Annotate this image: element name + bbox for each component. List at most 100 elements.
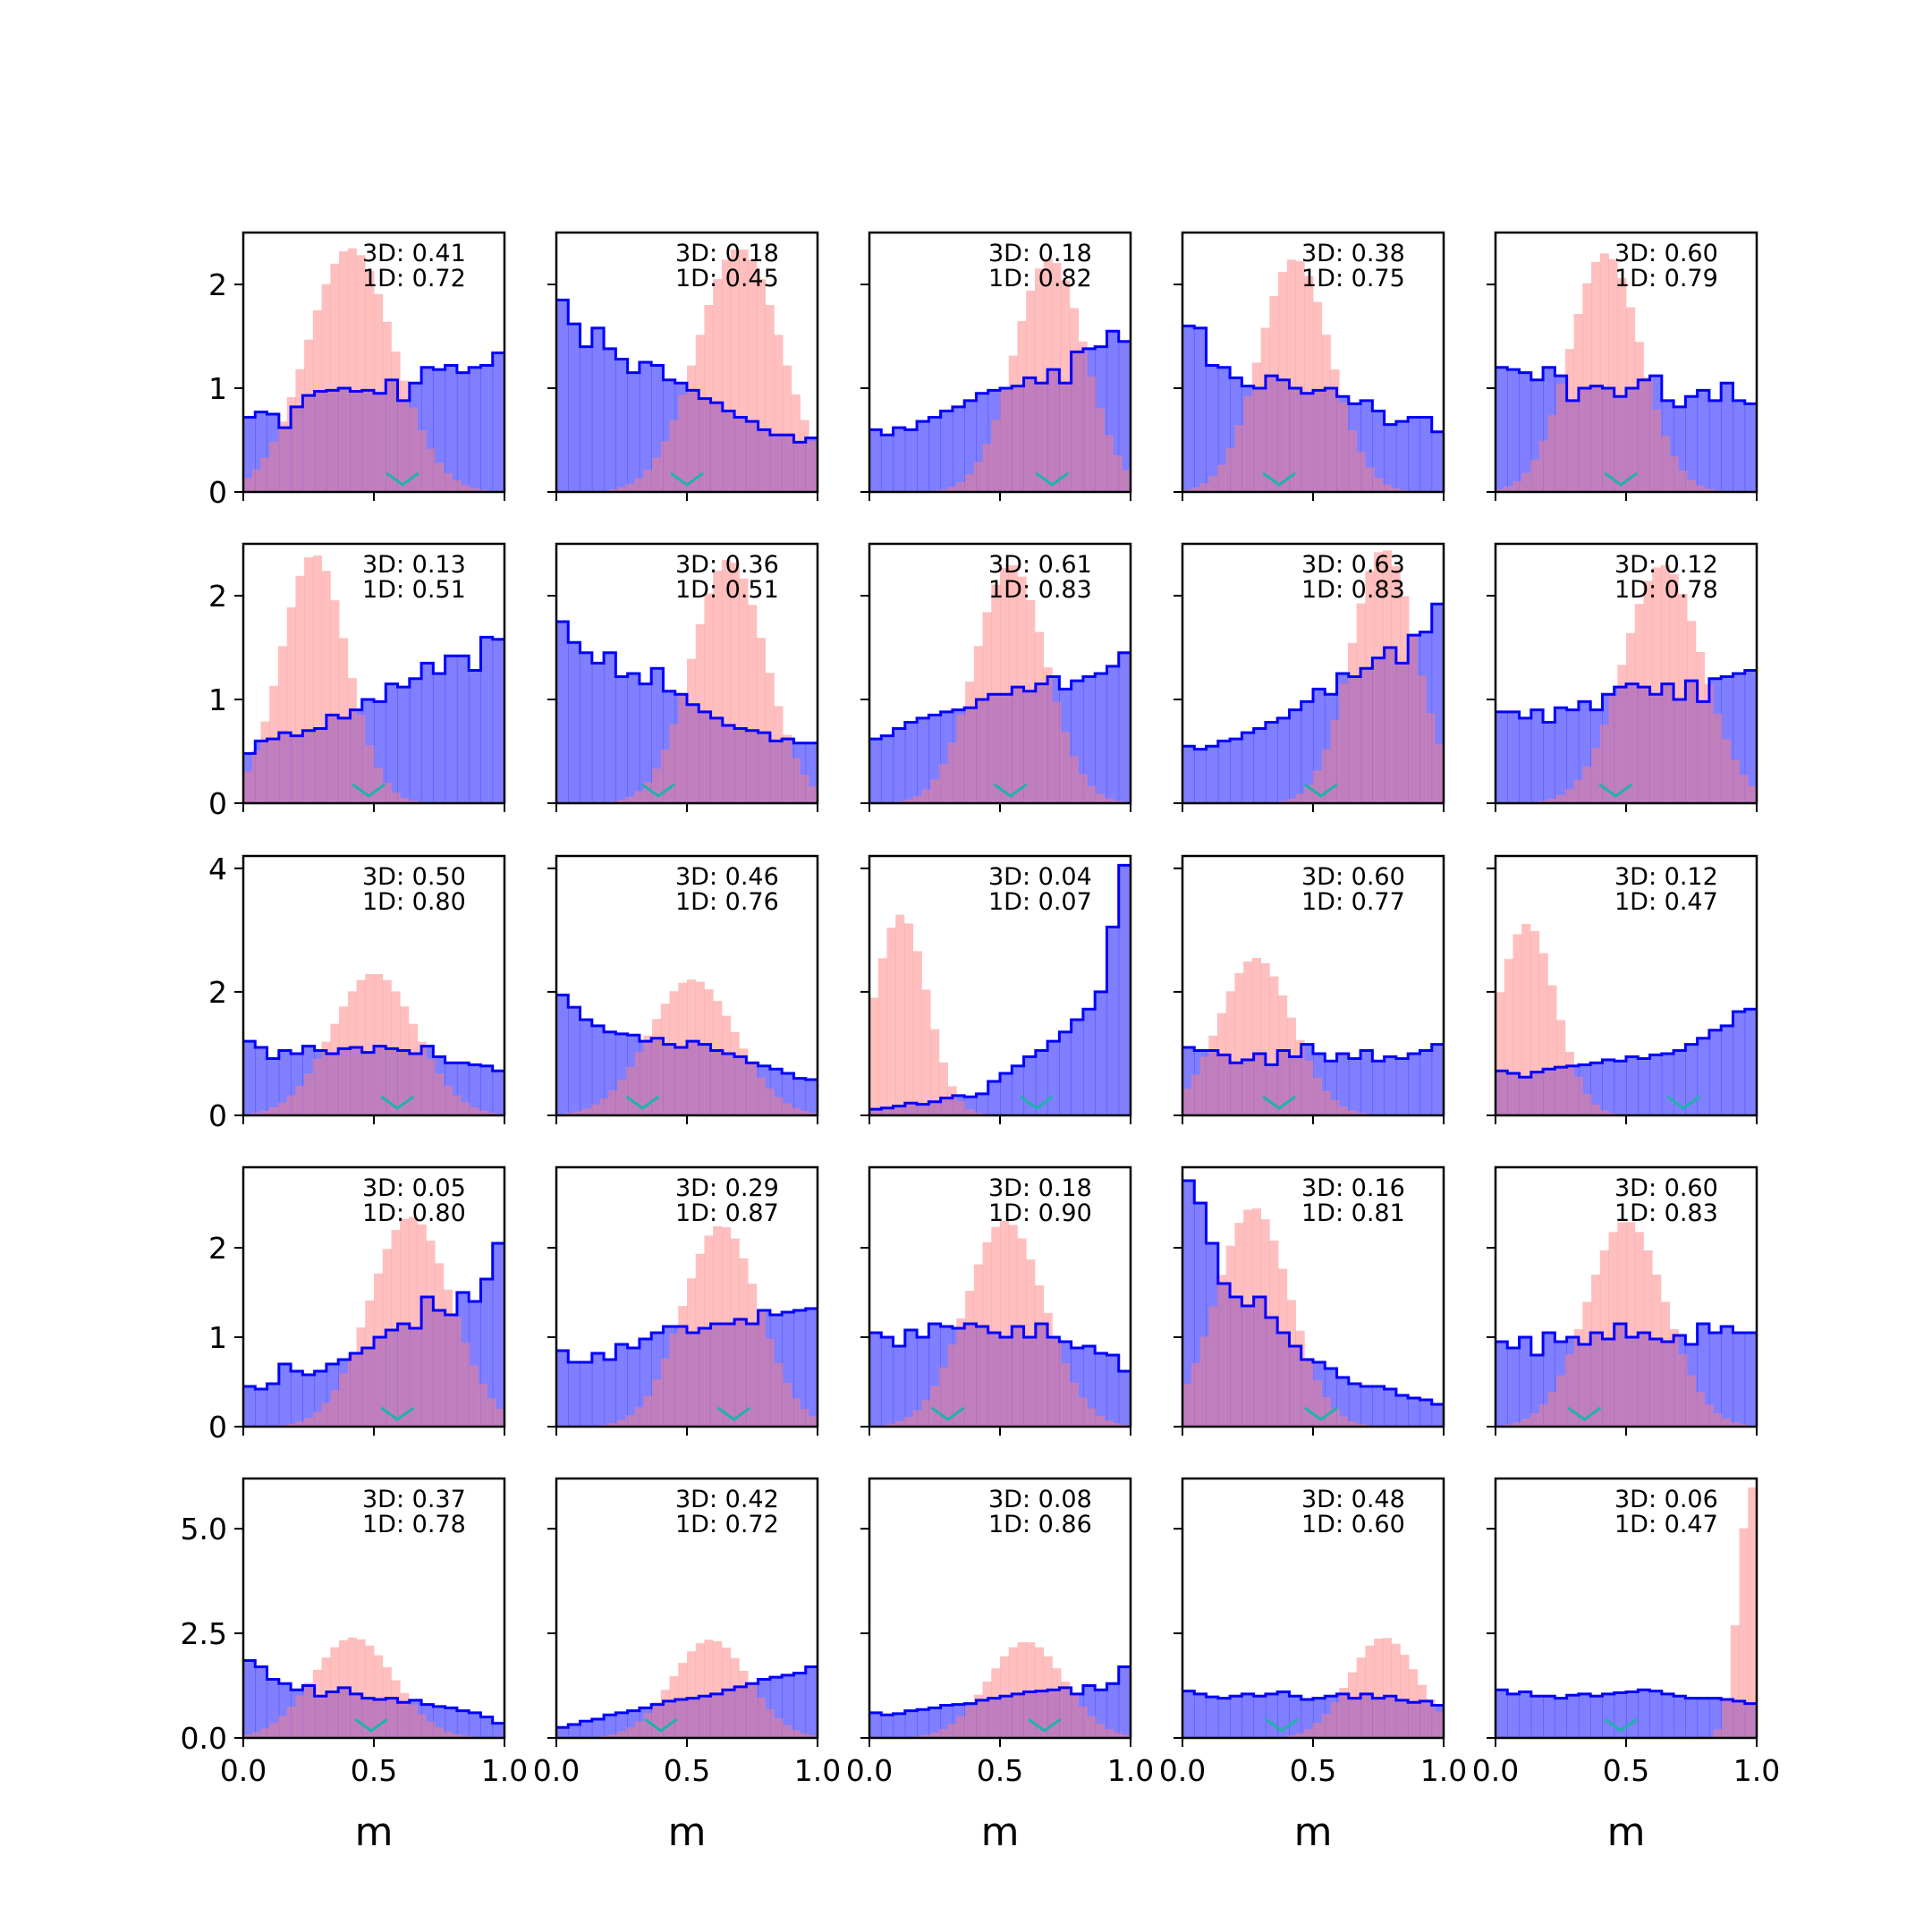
x-tick-label: 0.5 bbox=[1603, 1753, 1649, 1788]
y-tick-label: 5.0 bbox=[181, 1512, 227, 1546]
uniform-outline bbox=[1496, 1688, 1757, 1706]
uniform-bar bbox=[639, 362, 652, 492]
posterior-bar bbox=[1634, 342, 1644, 492]
posterior-bar bbox=[660, 1358, 670, 1427]
posterior-bar bbox=[669, 1676, 679, 1738]
posterior-bar bbox=[470, 487, 479, 492]
posterior-bar bbox=[374, 974, 384, 1115]
posterior-bar bbox=[312, 1669, 322, 1738]
uniform-bar bbox=[591, 1025, 605, 1115]
posterior-bar bbox=[1096, 408, 1106, 492]
posterior-bar bbox=[947, 1344, 957, 1427]
posterior-bar bbox=[1538, 801, 1548, 803]
annotation-3d: 3D: 0.18 bbox=[988, 240, 1092, 267]
posterior-bar bbox=[365, 1300, 375, 1427]
posterior-bar bbox=[1382, 484, 1392, 492]
posterior-bar bbox=[1556, 384, 1566, 492]
x-tick-label: 1.0 bbox=[1107, 1753, 1154, 1788]
posterior-bar bbox=[1582, 766, 1592, 803]
posterior-bar bbox=[1538, 440, 1548, 492]
posterior-bar bbox=[1591, 261, 1601, 492]
posterior-bar bbox=[1295, 1330, 1305, 1427]
posterior-bar bbox=[1599, 253, 1609, 492]
posterior-bar bbox=[1225, 1245, 1235, 1427]
uniform-outline bbox=[1182, 1690, 1444, 1707]
uniform-outline bbox=[243, 1241, 504, 1391]
uniform-bar bbox=[1035, 1050, 1048, 1115]
uniform-bar bbox=[1395, 1058, 1409, 1115]
uniform-bar bbox=[615, 1344, 629, 1427]
posterior-bar bbox=[1739, 1528, 1749, 1738]
posterior-bar bbox=[695, 335, 705, 492]
uniform-bar bbox=[1697, 390, 1710, 492]
posterior-bar bbox=[1017, 1642, 1027, 1738]
annotation-3d: 3D: 0.38 bbox=[1301, 240, 1405, 267]
posterior-bar bbox=[286, 1707, 296, 1738]
y-tick-label: 0 bbox=[208, 475, 227, 510]
posterior-bar bbox=[1739, 1424, 1749, 1427]
posterior-bar bbox=[1599, 1110, 1609, 1115]
posterior-bar bbox=[1356, 603, 1366, 803]
x-tick-label: 0.0 bbox=[1159, 1753, 1206, 1788]
y-tick-label: 1 bbox=[208, 682, 227, 717]
annotation-1d: 1D: 0.81 bbox=[1301, 1199, 1405, 1227]
posterior-bar bbox=[652, 457, 662, 492]
posterior-bar bbox=[426, 1722, 436, 1738]
posterior-bar bbox=[339, 1640, 349, 1738]
uniform-bar bbox=[433, 674, 446, 803]
posterior-bar bbox=[1687, 1375, 1697, 1427]
uniform-bar bbox=[904, 1710, 918, 1738]
posterior-bar bbox=[617, 487, 627, 492]
posterior-bar bbox=[1704, 683, 1714, 803]
uniform-bar bbox=[627, 674, 640, 803]
posterior-bar bbox=[1052, 701, 1062, 803]
uniform-bar bbox=[869, 1712, 882, 1738]
posterior-bar bbox=[783, 1724, 792, 1738]
x-tick-label: 0.0 bbox=[1472, 1753, 1519, 1788]
posterior-bar bbox=[470, 1106, 479, 1115]
posterior-bar bbox=[382, 783, 392, 803]
posterior-bar bbox=[286, 607, 296, 803]
uniform-bar bbox=[1194, 749, 1207, 803]
posterior-bar bbox=[1069, 308, 1079, 492]
posterior-bar bbox=[1634, 1232, 1644, 1427]
annotation-3d: 3D: 0.63 bbox=[1301, 551, 1405, 579]
uniform-outline bbox=[869, 329, 1131, 436]
panel-plot-area bbox=[1182, 259, 1444, 492]
posterior-bar bbox=[1748, 1487, 1757, 1738]
y-tick-label: 0 bbox=[208, 786, 227, 821]
posterior-bar bbox=[1626, 1222, 1636, 1427]
posterior-bar bbox=[1556, 1375, 1566, 1427]
uniform-bar bbox=[255, 1389, 267, 1427]
posterior-bar bbox=[1122, 1734, 1131, 1738]
posterior-bar bbox=[687, 1651, 697, 1738]
posterior-bar bbox=[1260, 962, 1270, 1115]
posterior-bar bbox=[721, 560, 732, 803]
posterior-bar bbox=[1617, 278, 1627, 492]
posterior-bar bbox=[1339, 402, 1349, 492]
posterior-bar bbox=[713, 1640, 723, 1738]
annotation-1d: 1D: 0.90 bbox=[988, 1199, 1092, 1227]
uniform-bar bbox=[397, 687, 411, 803]
uniform-bar bbox=[1721, 1025, 1733, 1115]
posterior-bar bbox=[1061, 732, 1071, 803]
panel-plot-area bbox=[556, 1640, 818, 1738]
posterior-bar bbox=[1225, 447, 1235, 492]
annotation-3d: 3D: 0.41 bbox=[362, 240, 466, 267]
annotation-1d: 1D: 0.78 bbox=[362, 1511, 466, 1538]
uniform-bar bbox=[805, 1666, 818, 1738]
uniform-bar bbox=[1182, 326, 1195, 492]
posterior-bar bbox=[1347, 429, 1358, 492]
posterior-bar bbox=[695, 1253, 705, 1427]
posterior-bar bbox=[895, 1420, 905, 1427]
posterior-bar bbox=[1564, 789, 1574, 803]
annotation-3d: 3D: 0.29 bbox=[675, 1174, 779, 1202]
posterior-bar bbox=[1199, 1056, 1209, 1115]
posterior-bar bbox=[912, 951, 922, 1115]
uniform-bar bbox=[1277, 717, 1290, 803]
uniform-bar bbox=[445, 656, 458, 803]
uniform-outline bbox=[1496, 669, 1757, 724]
